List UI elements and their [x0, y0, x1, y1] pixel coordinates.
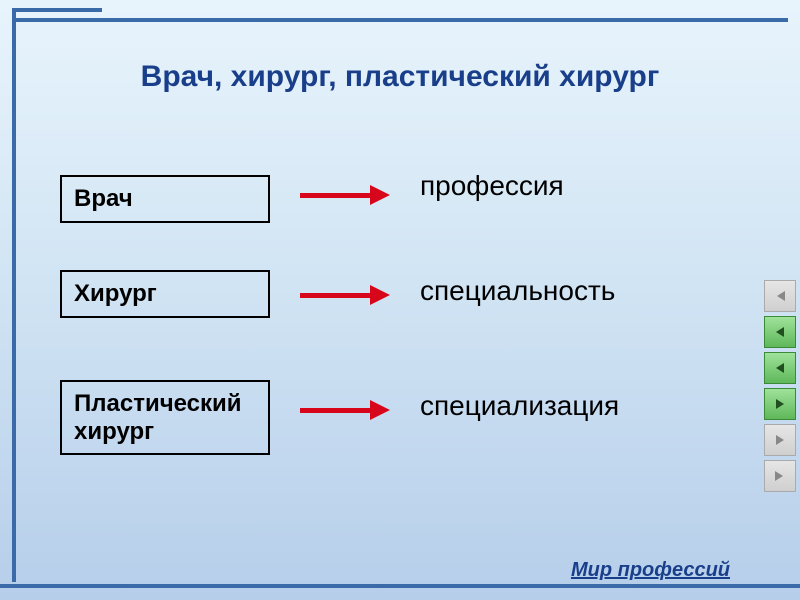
category-label: специальность — [420, 275, 615, 307]
nav-back-button[interactable] — [764, 352, 796, 384]
nav-first-button[interactable] — [764, 280, 796, 312]
arrow-icon — [300, 185, 390, 205]
category-label: специализация — [420, 390, 619, 422]
term-box: Врач — [60, 175, 270, 223]
back-icon — [773, 361, 787, 375]
diagram-row: Врач — [60, 175, 270, 223]
frame-corner — [12, 8, 102, 12]
last-icon — [773, 469, 787, 483]
nav-last-button[interactable] — [764, 460, 796, 492]
first-icon — [773, 289, 787, 303]
prev-icon — [773, 325, 787, 339]
arrow-icon — [300, 285, 390, 305]
arrow-icon — [300, 400, 390, 420]
frame-top — [12, 18, 788, 22]
footer-link[interactable]: Мир профессий — [571, 559, 730, 582]
frame-left — [12, 18, 16, 582]
term-box: Пластическийхирург — [60, 380, 270, 455]
nav-prev-button[interactable] — [764, 316, 796, 348]
nav-next-button[interactable] — [764, 424, 796, 456]
nav-play-button[interactable] — [764, 388, 796, 420]
play-icon — [773, 397, 787, 411]
category-label: профессия — [420, 170, 564, 202]
diagram-row: Хирург — [60, 270, 270, 318]
frame-bottom — [0, 584, 800, 588]
term-box: Хирург — [60, 270, 270, 318]
slide-title: Врач, хирург, пластический хирург — [0, 60, 800, 94]
navigation-panel — [764, 280, 800, 492]
diagram-row: Пластическийхирург — [60, 380, 270, 455]
next-icon — [773, 433, 787, 447]
